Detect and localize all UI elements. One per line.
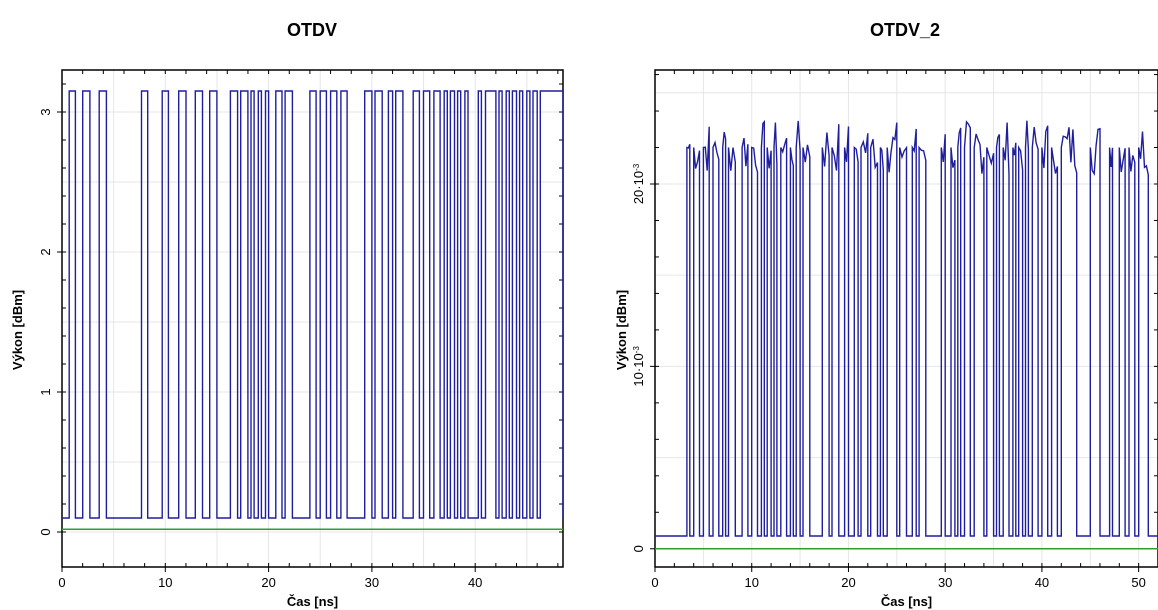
- y-axis-label: Výkon [dBm]: [614, 290, 629, 370]
- x-tick-label: 10: [744, 575, 758, 590]
- plot-area: [655, 119, 1158, 550]
- y-tick-exponent: -3: [632, 163, 641, 171]
- y-tick-label: 2: [38, 248, 53, 255]
- y-axis-label: Výkon [dBm]: [10, 290, 25, 370]
- y-tick-label: 20·10-3: [631, 163, 646, 204]
- chart-title: OTDV_2: [870, 20, 940, 40]
- x-tick-label: 10: [158, 575, 172, 590]
- series-signal: [655, 119, 1158, 537]
- plot-area: [62, 90, 563, 530]
- x-tick-label: 0: [651, 575, 658, 590]
- x-axis-label: Čas [ns]: [881, 594, 932, 609]
- x-tick-label: 30: [365, 575, 379, 590]
- chart-title: OTDV: [287, 20, 337, 40]
- x-tick-label: 40: [1035, 575, 1049, 590]
- y-tick-label: 3: [38, 108, 53, 115]
- x-tick-label: 20: [841, 575, 855, 590]
- x-axis-label: Čas [ns]: [287, 594, 338, 609]
- chart-otdv-2: OTDV_2 0 10 20 30 40 50 0 10·10-3 20·10-3 Čas [ns]…: [614, 20, 1158, 609]
- y-tick-label: 1: [38, 388, 53, 395]
- y-tick-label: 0: [38, 528, 53, 535]
- x-tick-label: 20: [261, 575, 275, 590]
- y-tick-label: 0: [631, 545, 646, 552]
- series-signal: [62, 90, 563, 519]
- plot-frame: [61, 69, 564, 568]
- x-tick-label: 40: [468, 575, 482, 590]
- x-tick-label: 0: [58, 575, 65, 590]
- chart-otdv: OTDV 0 10 20 30 40 0 1 2 3 Čas [ns] Výkon [dBm]: [10, 20, 564, 609]
- y-tick-label: 10·10-3: [631, 346, 646, 387]
- x-tick-label: 50: [1131, 575, 1145, 590]
- x-tick-label: 30: [938, 575, 952, 590]
- y-tick-exponent: -3: [632, 346, 641, 354]
